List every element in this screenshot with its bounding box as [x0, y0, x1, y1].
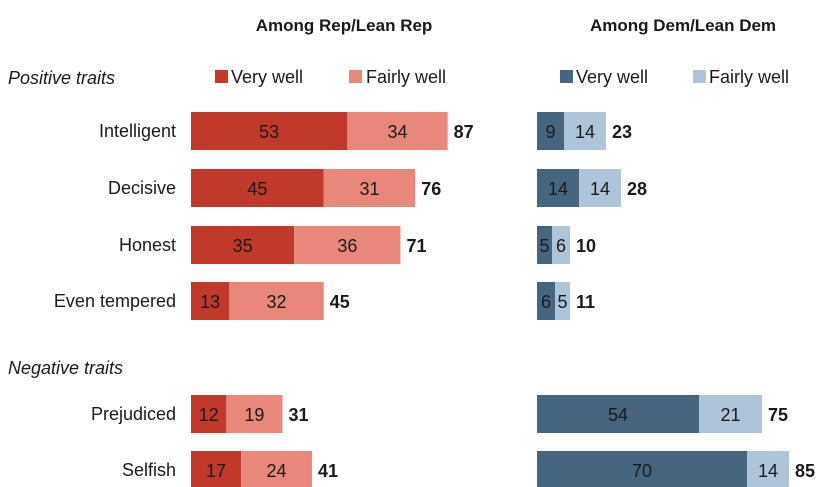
dem-very-well-bar	[537, 395, 699, 433]
rep-very-well-bar	[191, 451, 242, 487]
dem-fairly-well-bar	[699, 395, 762, 433]
dem-fairly-well-bar	[747, 451, 789, 487]
dem-very-well-value: 70	[632, 461, 652, 481]
rep-fairly-well-bar	[294, 226, 401, 264]
category-label: Prejudiced	[91, 404, 176, 424]
dem-fairly-well-value: 14	[758, 461, 778, 481]
rep-very-well-value: 13	[200, 292, 220, 312]
dem-very-well-value: 54	[608, 405, 628, 425]
rep-total-value: 76	[421, 179, 441, 199]
dem-fairly-well-value: 6	[556, 236, 566, 256]
rep-very-well-bar	[191, 395, 227, 433]
bars: Intelligent 53 34 87 9 14 23 Decisive 45 31 76 14 14…	[54, 112, 815, 487]
dem-total-value: 75	[768, 405, 788, 425]
rep-very-well-value: 12	[199, 405, 219, 425]
dem-fairly-well-value: 21	[720, 405, 740, 425]
dem-total-value: 85	[795, 461, 815, 481]
dem-fairly-well-value: 14	[590, 179, 610, 199]
category-label: Decisive	[108, 178, 176, 198]
rep-total-value: 87	[454, 122, 474, 142]
rep-total-value: 71	[406, 236, 426, 256]
rep-fairly-well-value: 19	[244, 405, 264, 425]
legend-rep-very-swatch	[215, 70, 228, 83]
dem-fairly-well-bar	[564, 112, 606, 150]
legend-dem-fairly-swatch	[693, 70, 706, 83]
dem-very-well-value: 9	[545, 122, 555, 142]
dem-very-well-value: 5	[539, 236, 549, 256]
positive-traits-label: Positive traits	[8, 68, 115, 88]
dem-total-value: 28	[627, 179, 647, 199]
dem-total-value: 23	[612, 122, 632, 142]
legend-dem-very-label: Very well	[576, 67, 648, 87]
dem-total-value: 11	[576, 292, 595, 312]
rep-fairly-well-bar	[347, 112, 448, 150]
dem-very-well-value: 14	[548, 179, 568, 199]
dem-fairly-well-value: 14	[575, 122, 595, 142]
rep-fairly-well-bar	[226, 395, 283, 433]
rep-very-well-value: 35	[233, 236, 253, 256]
legend-rep-fairly-swatch	[349, 70, 362, 83]
dem-very-well-value: 6	[541, 292, 551, 312]
rep-very-well-bar	[191, 282, 230, 320]
category-label: Honest	[119, 235, 176, 255]
rep-total-value: 45	[330, 292, 350, 312]
legend-rep-very-label: Very well	[231, 67, 303, 87]
rep-fairly-well-bar	[241, 451, 312, 487]
dem-panel-header: Among Dem/Lean Dem	[590, 16, 776, 35]
rep-fairly-well-bar	[229, 282, 324, 320]
dem-very-well-bar	[537, 282, 555, 320]
rep-fairly-well-value: 32	[267, 292, 287, 312]
category-label: Even tempered	[54, 291, 176, 311]
dem-fairly-well-bar	[555, 282, 570, 320]
rep-very-well-bar	[191, 112, 348, 150]
rep-fairly-well-value: 34	[387, 122, 407, 142]
rep-very-well-value: 17	[206, 461, 226, 481]
dem-fairly-well-bar	[552, 226, 570, 264]
legend-dem-very-swatch	[560, 70, 573, 83]
dem-very-well-bar	[537, 226, 552, 264]
rep-total-value: 41	[318, 461, 338, 481]
rep-very-well-bar	[191, 169, 324, 207]
rep-very-well-value: 45	[247, 179, 267, 199]
category-label: Intelligent	[99, 121, 176, 141]
rep-fairly-well-value: 24	[267, 461, 287, 481]
rep-very-well-value: 53	[259, 122, 279, 142]
dem-very-well-bar	[537, 451, 747, 487]
rep-fairly-well-value: 36	[337, 236, 357, 256]
rep-fairly-well-value: 31	[359, 179, 379, 199]
dem-very-well-bar	[537, 169, 579, 207]
rep-very-well-bar	[191, 226, 295, 264]
negative-traits-label: Negative traits	[8, 358, 123, 378]
legend-dem-fairly-label: Fairly well	[709, 67, 789, 87]
category-label: Selfish	[122, 460, 176, 480]
dem-total-value: 10	[576, 236, 596, 256]
dem-fairly-well-value: 5	[557, 292, 567, 312]
dem-very-well-bar	[537, 112, 564, 150]
rep-fairly-well-bar	[323, 169, 416, 207]
legend-rep-fairly-label: Fairly well	[366, 67, 446, 87]
rep-panel-header: Among Rep/Lean Rep	[256, 16, 433, 35]
dem-fairly-well-bar	[579, 169, 621, 207]
rep-total-value: 31	[288, 405, 308, 425]
